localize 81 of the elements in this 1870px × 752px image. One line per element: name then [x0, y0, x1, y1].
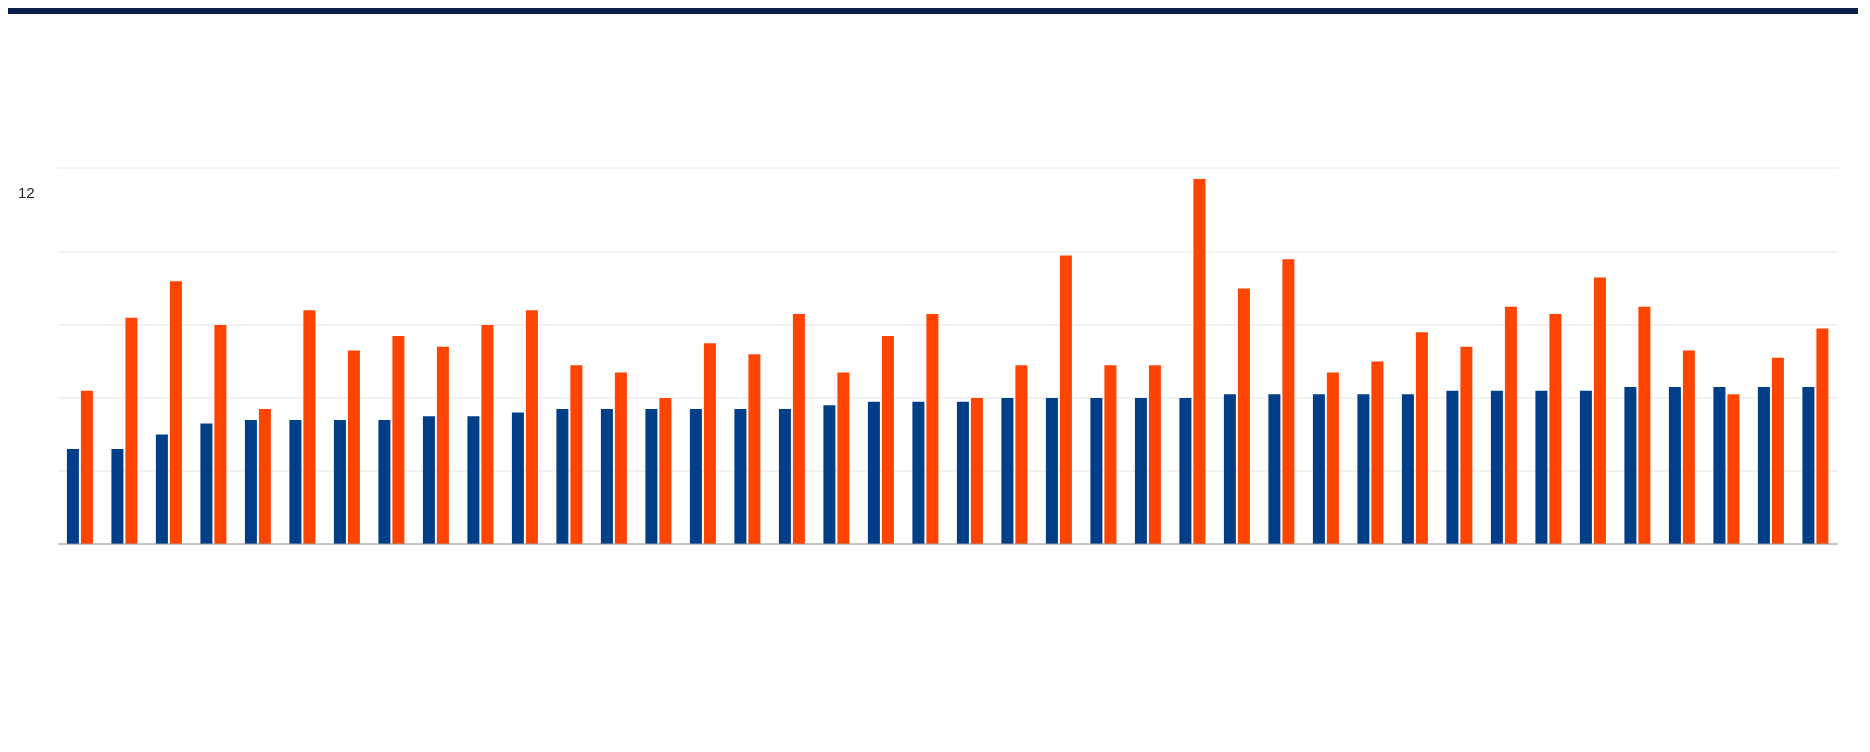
bar	[436, 346, 449, 544]
bar	[926, 314, 939, 544]
bar	[970, 397, 983, 544]
text: 12	[18, 184, 35, 201]
bar	[481, 324, 494, 544]
bar	[1312, 394, 1325, 544]
bar	[66, 449, 79, 544]
bar	[214, 324, 227, 544]
bar	[1401, 394, 1414, 544]
bar	[1179, 397, 1192, 544]
bar	[703, 343, 716, 544]
bar	[1090, 397, 1103, 544]
bar	[511, 412, 524, 544]
bar	[111, 449, 124, 544]
bar	[1638, 306, 1651, 544]
bar	[956, 401, 969, 544]
bar	[600, 408, 613, 544]
bar	[837, 372, 850, 544]
bar	[1460, 346, 1473, 544]
bar	[1535, 390, 1548, 544]
bar	[1490, 390, 1503, 544]
bar	[570, 365, 583, 544]
bar	[333, 419, 346, 544]
bar	[912, 401, 925, 544]
bar	[347, 350, 360, 544]
bar	[1134, 397, 1147, 544]
bar	[1802, 387, 1815, 544]
bar	[1593, 277, 1606, 544]
bar	[1757, 387, 1770, 544]
bar	[1015, 365, 1028, 544]
bar	[778, 408, 791, 544]
bar	[659, 397, 672, 544]
bar	[1357, 394, 1370, 544]
bar	[1415, 332, 1428, 544]
bar	[1268, 394, 1281, 544]
bar	[1148, 365, 1161, 544]
bar	[467, 416, 480, 544]
bar	[1223, 394, 1236, 544]
bar	[392, 335, 405, 544]
bar	[645, 408, 658, 544]
bar	[1446, 390, 1459, 544]
bar	[155, 434, 168, 544]
bar	[734, 408, 747, 544]
bar	[1668, 387, 1681, 544]
bar	[1713, 387, 1726, 544]
bar	[1816, 328, 1829, 544]
bar	[1104, 365, 1117, 544]
bar	[1282, 259, 1295, 544]
bar	[689, 408, 702, 544]
bar	[867, 401, 880, 544]
bar	[881, 335, 894, 544]
bar	[1727, 394, 1740, 544]
bar	[1045, 397, 1058, 544]
bar	[1549, 314, 1562, 544]
bar	[1193, 178, 1206, 544]
bar	[303, 310, 316, 544]
bar	[792, 314, 805, 544]
bar	[169, 281, 182, 544]
bar	[1371, 361, 1384, 544]
bar	[258, 408, 271, 544]
bar	[525, 310, 538, 544]
bar	[1237, 288, 1250, 544]
bar	[1504, 306, 1517, 544]
bar	[823, 405, 836, 544]
bar	[614, 372, 627, 544]
bar	[378, 419, 391, 544]
bar	[556, 408, 569, 544]
bar	[200, 423, 213, 544]
bar	[1326, 372, 1339, 544]
bar	[1682, 350, 1695, 544]
bar	[1624, 387, 1637, 544]
bar	[125, 317, 138, 544]
bar	[1579, 390, 1592, 544]
bar	[1059, 255, 1072, 544]
bar	[289, 419, 302, 544]
bar	[1771, 357, 1784, 544]
bar	[422, 416, 435, 544]
bar	[1001, 397, 1014, 544]
bar	[80, 390, 93, 544]
bar	[244, 419, 257, 544]
bar	[748, 354, 761, 544]
